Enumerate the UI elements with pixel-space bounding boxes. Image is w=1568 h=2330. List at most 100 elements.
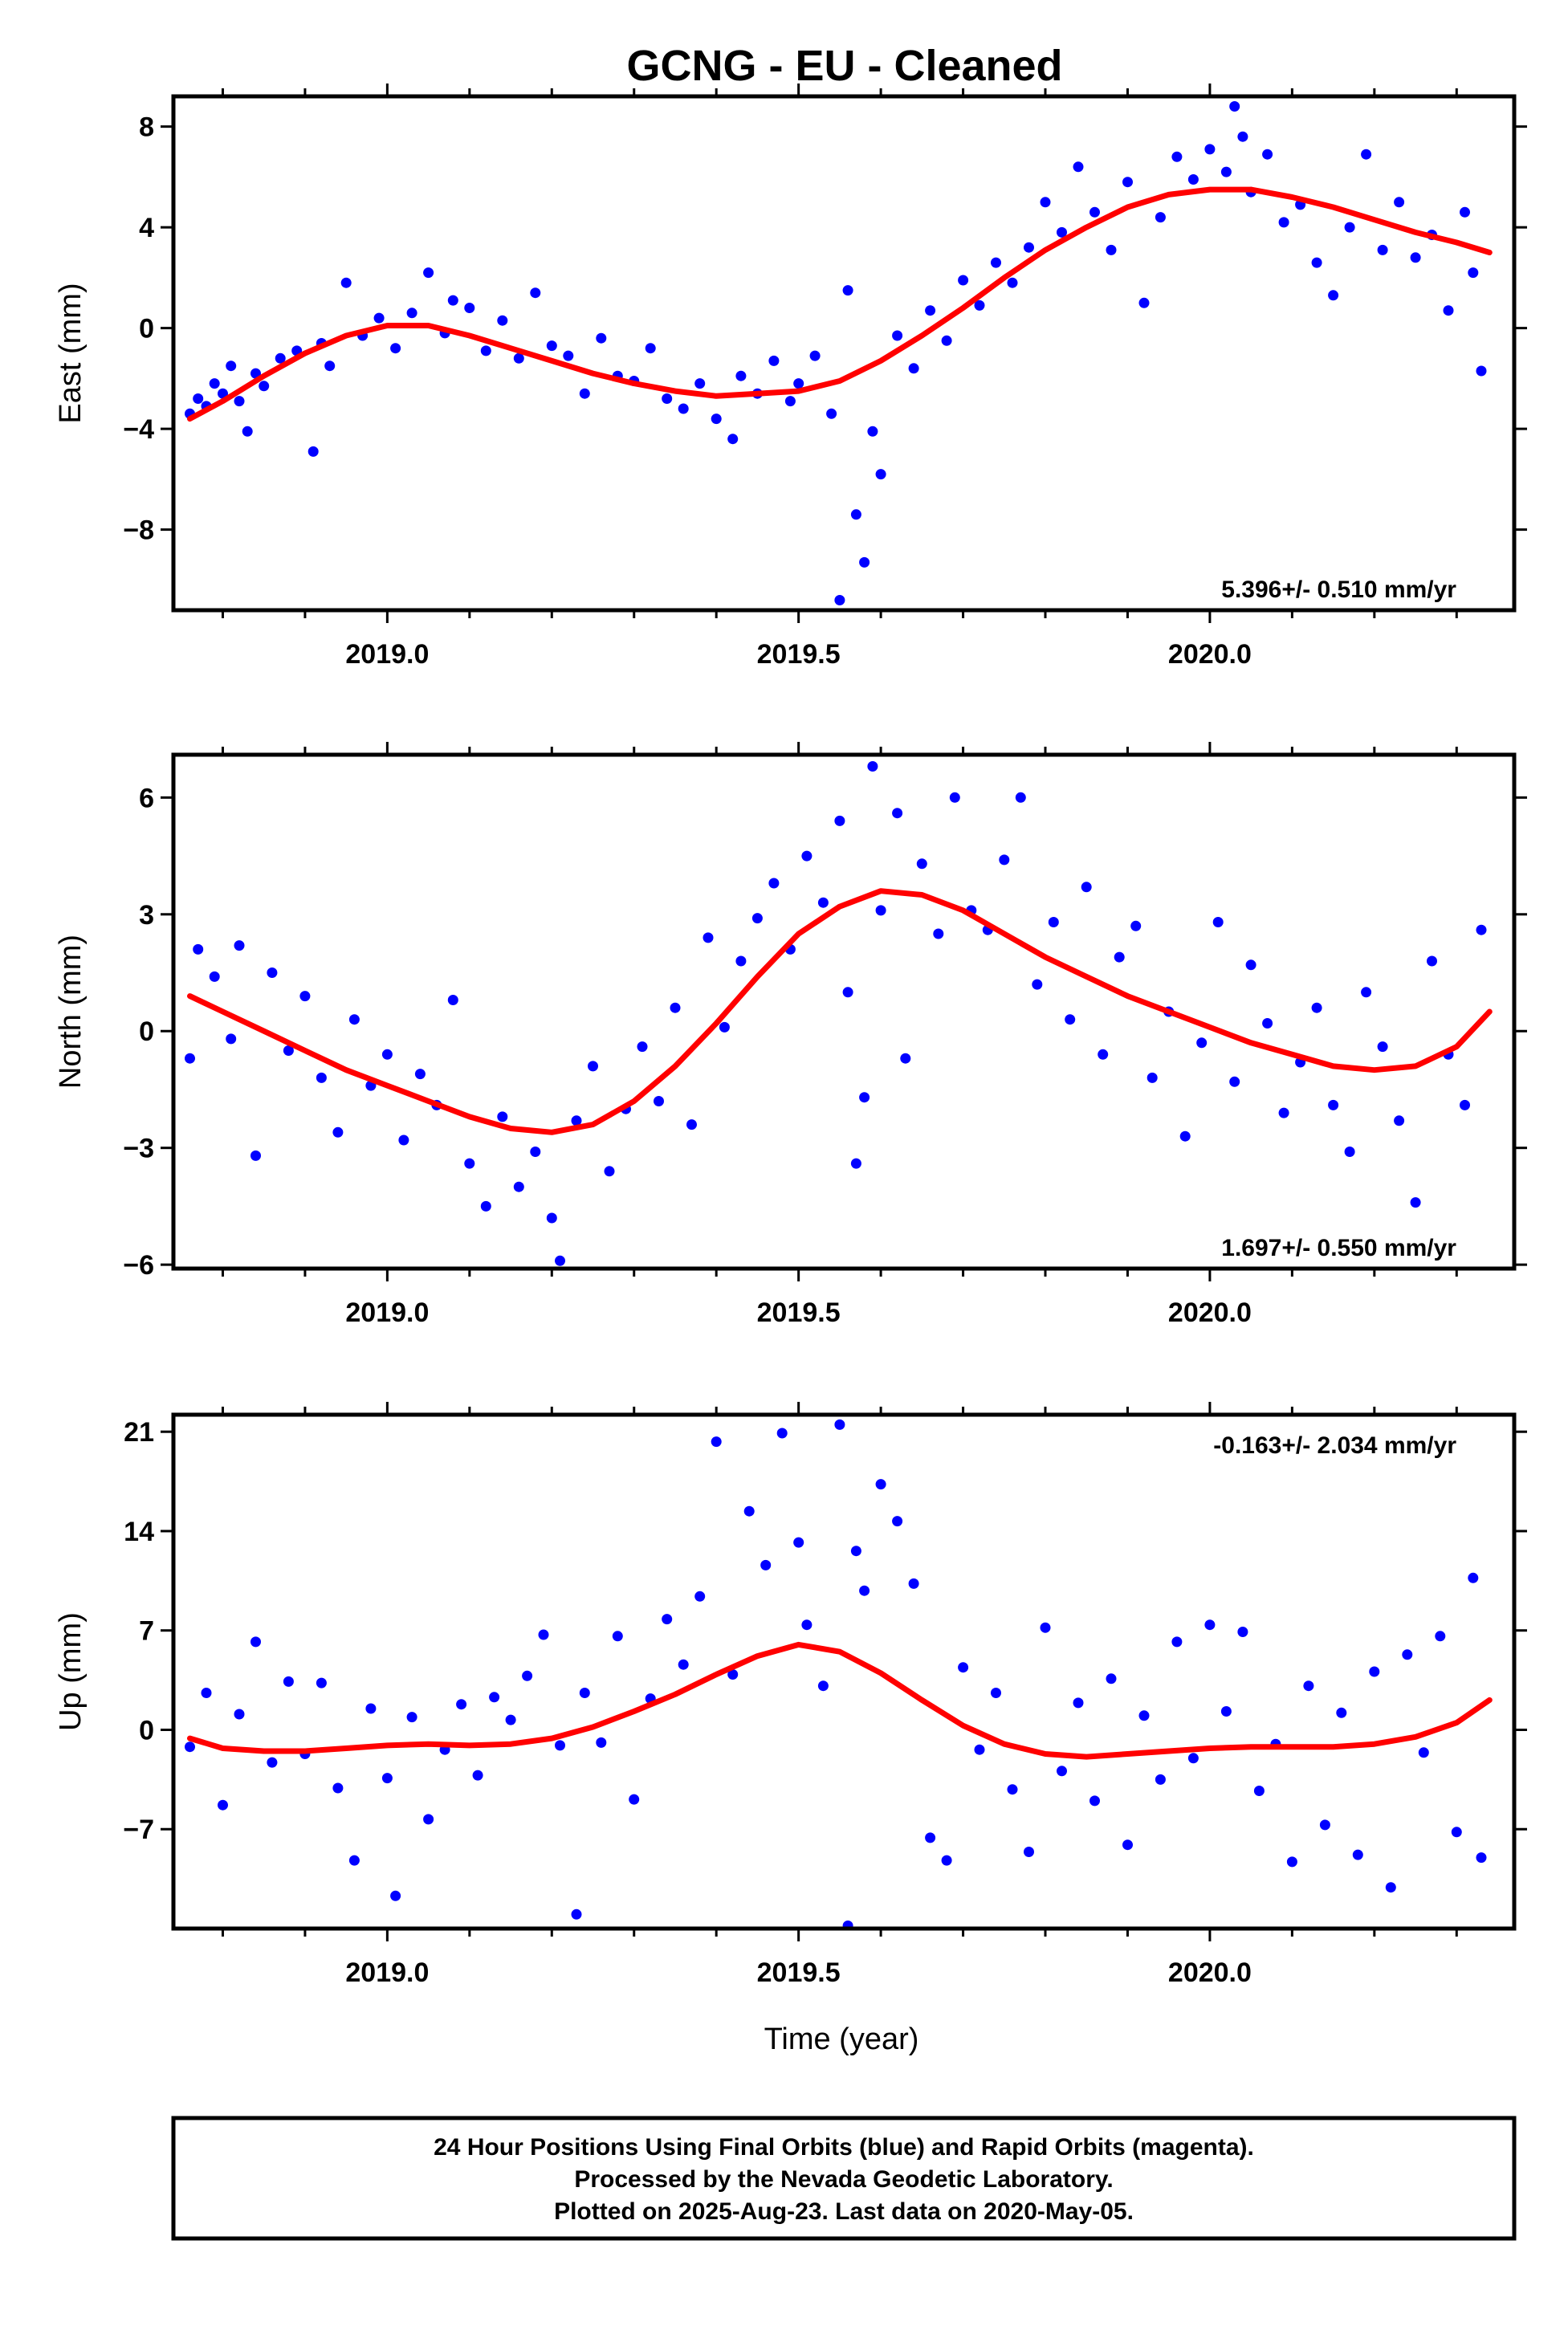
data-point (809, 350, 821, 361)
data-point (497, 315, 508, 326)
data-point (1476, 1852, 1487, 1864)
data-point (283, 1676, 294, 1687)
data-point (867, 761, 878, 772)
y-tick-label: −7 (123, 1815, 154, 1845)
data-point (892, 330, 903, 341)
data-point (1098, 1049, 1109, 1060)
rate-label: 1.697+/- 0.550 mm/yr (1221, 1235, 1456, 1261)
data-point (941, 335, 952, 346)
data-point (662, 1614, 673, 1625)
data-point (1245, 959, 1256, 971)
data-point (530, 1147, 541, 1157)
data-point (834, 1419, 845, 1430)
plot-frame (171, 94, 1517, 613)
data-point (735, 370, 747, 381)
data-point (1476, 924, 1487, 935)
data-point (925, 305, 936, 316)
data-point (974, 1744, 985, 1755)
data-point (423, 267, 434, 279)
data-point (694, 1591, 706, 1602)
data-point (513, 352, 524, 364)
data-point (1073, 161, 1084, 173)
data-point (842, 987, 853, 998)
x-tick-label: 2020.0 (1168, 1957, 1252, 1988)
data-point (974, 299, 985, 311)
data-point (941, 1855, 952, 1866)
y-tick-label: 4 (139, 213, 154, 243)
data-point (719, 1021, 730, 1033)
data-point (735, 955, 747, 967)
data-point (406, 308, 417, 319)
data-point (768, 878, 780, 889)
data-point (743, 1505, 755, 1517)
data-points (185, 761, 1487, 1266)
y-tick-label: −4 (123, 414, 154, 445)
data-point (892, 808, 903, 819)
footer-line-3: Plotted on 2025-Aug-23. Last data on 202… (554, 2198, 1134, 2225)
data-point (546, 1212, 557, 1224)
data-point (727, 1669, 739, 1680)
data-point (234, 396, 245, 407)
data-point (1204, 1619, 1216, 1631)
data-point (201, 1688, 212, 1698)
data-point (604, 1166, 615, 1177)
data-point (678, 403, 689, 414)
data-point (991, 1688, 1001, 1698)
data-point (784, 396, 796, 407)
data-point (925, 1832, 936, 1843)
data-point (472, 1770, 483, 1781)
data-point (1171, 151, 1183, 162)
data-point (933, 928, 944, 939)
data-point (242, 426, 253, 437)
data-point (645, 343, 656, 354)
data-point (1476, 365, 1487, 377)
data-point (209, 971, 220, 982)
data-point (1278, 217, 1289, 228)
data-point (1187, 1753, 1199, 1764)
data-point (348, 1855, 360, 1866)
data-point (324, 360, 336, 372)
data-point (817, 1680, 829, 1692)
data-point (1155, 212, 1166, 223)
x-tick-label: 2019.5 (757, 1957, 841, 1988)
data-point (1410, 1197, 1421, 1208)
data-point (267, 1757, 278, 1768)
data-point (1361, 987, 1372, 998)
data-point (1057, 226, 1067, 238)
data-point (1229, 101, 1240, 112)
data-point (1212, 917, 1224, 927)
data-point (916, 858, 927, 870)
data-point (612, 1631, 623, 1642)
data-point (1311, 1002, 1322, 1013)
data-point (275, 352, 286, 364)
y-tick-label: −8 (123, 515, 154, 546)
data-point (1040, 1622, 1051, 1633)
data-point (1089, 1795, 1100, 1807)
data-point (316, 1677, 327, 1688)
data-point (185, 1741, 195, 1753)
data-point (1427, 955, 1437, 967)
y-tick-label: 8 (139, 112, 154, 143)
data-point (1468, 267, 1479, 279)
data-point (588, 1061, 598, 1072)
panels-group: 2019.0 2019.5 2020.0 −8 −4 0 4 8 East (mm) 5.396+… (54, 84, 1527, 2056)
data-point (193, 393, 204, 404)
data-point (332, 1126, 344, 1138)
data-point (670, 1002, 681, 1013)
data-point (826, 408, 837, 419)
data-point (1146, 1072, 1158, 1083)
data-point (760, 1559, 772, 1570)
data-point (398, 1134, 409, 1146)
data-point (1187, 174, 1199, 185)
data-point (447, 295, 458, 306)
panel-up: 2019.0 2019.5 2020.0 −7 0 7 14 21 Up (mm) Time (y… (54, 1402, 1527, 2056)
data-point (381, 1773, 393, 1784)
data-point (1138, 297, 1150, 308)
data-point (1328, 1099, 1339, 1110)
data-point (727, 434, 739, 445)
x-tick-label: 2019.5 (757, 1297, 841, 1328)
data-point (348, 1014, 360, 1025)
data-point (316, 1072, 327, 1083)
data-point (958, 275, 969, 286)
data-point (1352, 1849, 1363, 1860)
